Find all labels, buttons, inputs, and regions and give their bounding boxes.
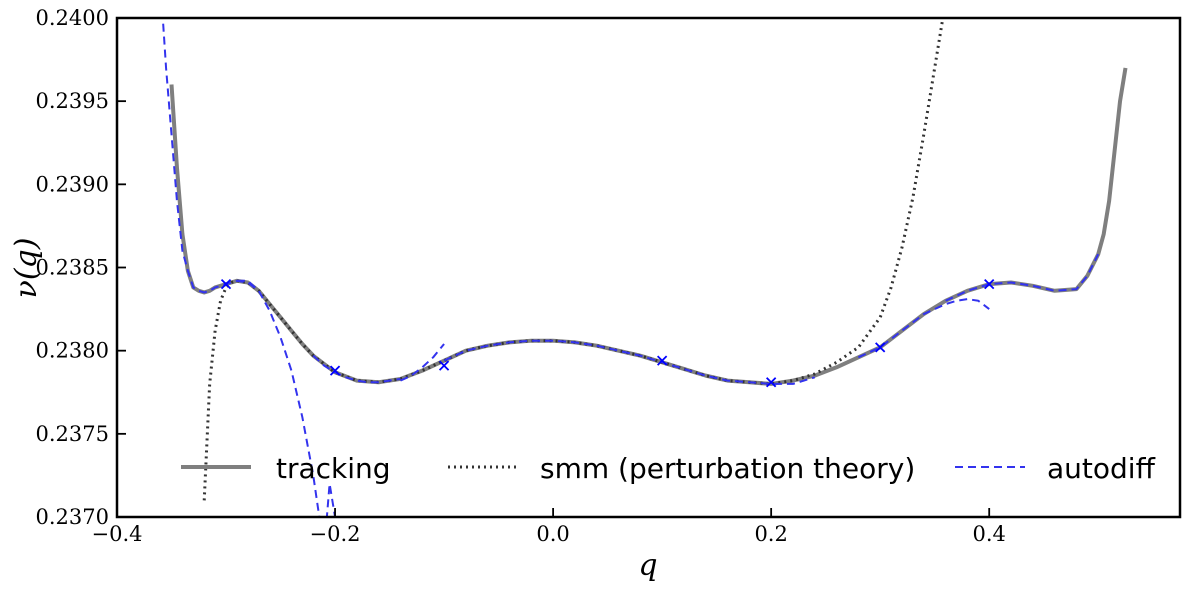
series-line-0 [169,67,1128,386]
series-line-2-segment-1 [236,279,337,517]
x-tick-label-0: −0.4 [92,522,143,546]
x-marker-0 [220,278,232,290]
x-tick-label-3: 0.2 [754,522,787,546]
x-marker-3 [656,355,668,366]
y-axis-label: ν(q) [9,238,44,299]
y-tick-label-6: 0.2400 [36,6,109,30]
x-axis-label: q [638,548,657,583]
y-tick-label-2: 0.2380 [36,339,109,363]
y-tick-label-1: 0.2375 [36,422,109,446]
series-line-2-segment-0 [161,18,260,294]
y-axis: 0.2370 0.2375 0.2380 0.2385 0.2390 0.2395 0.24… [36,6,126,529]
series-line-2-segment-2 [312,354,401,384]
y-tick-label-0: 0.2370 [36,505,109,529]
series-line-1 [202,18,945,501]
plot-frame [115,16,1182,519]
series-line-2-segment-6 [945,253,1100,302]
series-line-2-segment-5 [857,298,990,359]
series-line-2-segment-4 [443,339,816,385]
series-line-2-segment-3 [400,343,445,382]
x-marker-5 [875,342,886,353]
x-marker-2 [438,360,450,371]
x-marker-4 [766,377,777,388]
legend-label-autodiff: autodiff [1047,452,1156,485]
plot-area [161,18,1128,517]
legend-label-smm: smm (perturbation theory) [540,452,915,485]
x-axis: −0.4 −0.2 0.0 0.2 0.4 [92,508,1006,546]
x-marker-1 [329,365,341,376]
y-tick-label-3: 0.2385 [36,256,109,280]
x-tick-label-2: 0.0 [536,522,569,546]
y-tick-label-4: 0.2390 [36,172,109,196]
legend: tracking smm (perturbation theory) autod… [181,452,1156,485]
legend-label-tracking: tracking [276,452,391,485]
x-tick-label-1: −0.2 [310,522,361,546]
x-marker-6 [984,278,995,290]
y-tick-label-5: 0.2395 [36,89,109,113]
x-tick-label-4: 0.4 [973,522,1006,546]
